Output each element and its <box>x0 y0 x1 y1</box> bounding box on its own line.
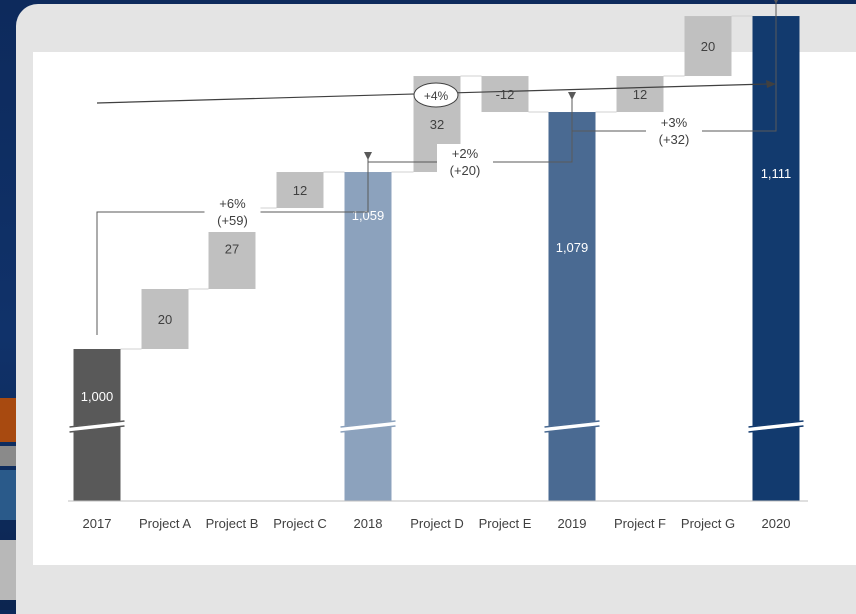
data-label-project-a: 20 <box>158 312 172 327</box>
tick-label-project-e: Project E <box>479 516 532 531</box>
bracket-arrowhead <box>364 152 372 161</box>
bracket-arrowhead <box>773 0 779 5</box>
bar-2018 <box>344 172 392 501</box>
data-label-project-f: 12 <box>633 87 647 102</box>
bracket-abs-label: (+20) <box>450 163 481 178</box>
data-label-project-e: -12 <box>496 87 515 102</box>
overall-growth-label: +4% <box>424 89 449 103</box>
bracket-arrowhead <box>568 92 576 101</box>
data-label-project-c: 12 <box>293 183 307 198</box>
tick-label-2018: 2018 <box>354 516 383 531</box>
bracket-pct-label: +2% <box>452 146 479 161</box>
bracket-label-bg <box>646 113 702 151</box>
bracket-label-bg <box>437 144 493 182</box>
data-label-2020: 1,111 <box>761 166 792 181</box>
axis-break-line <box>748 425 804 433</box>
bracket-pct-label: +6% <box>219 196 246 211</box>
bar-2019 <box>548 112 596 502</box>
overall-growth-ellipse <box>413 82 459 108</box>
axis-break-gap <box>340 420 396 432</box>
bar-project-a <box>141 289 189 349</box>
bracket-abs-label: (+32) <box>659 132 690 147</box>
axis-break-gap <box>544 420 600 432</box>
tick-label-project-b: Project B <box>206 516 259 531</box>
bracket-label-bg <box>204 194 261 232</box>
bar-project-e <box>481 76 529 113</box>
tick-label-project-a: Project A <box>139 516 191 531</box>
overall-arrowhead <box>766 80 776 88</box>
tick-label-2019: 2019 <box>558 516 587 531</box>
tick-label-2017: 2017 <box>83 516 112 531</box>
data-label-project-b: 27 <box>225 242 239 257</box>
tick-label-project-d: Project D <box>410 516 463 531</box>
axis-break-line <box>340 425 396 433</box>
axis-break-line <box>340 420 396 428</box>
axis-break-line <box>544 420 600 428</box>
data-label-2019: 1,079 <box>556 240 589 255</box>
tick-label-project-g: Project G <box>681 516 735 531</box>
bar-project-c <box>276 172 324 209</box>
axis-break-line <box>748 420 804 428</box>
bar-project-g <box>684 16 732 77</box>
axis-break-line <box>69 420 125 428</box>
tick-label-2020: 2020 <box>762 516 791 531</box>
tick-label-project-f: Project F <box>614 516 666 531</box>
data-label-project-g: 20 <box>701 39 715 54</box>
data-label-2017: 1,000 <box>81 389 114 404</box>
axis-break-gap <box>748 420 804 432</box>
bracket-abs-label: (+59) <box>217 213 248 228</box>
bracket-pct-label: +3% <box>661 115 688 130</box>
axis-break-line <box>544 425 600 433</box>
axis-break-gap <box>69 420 125 432</box>
tick-label-project-c: Project C <box>273 516 326 531</box>
bar-project-f <box>616 76 664 113</box>
data-label-project-d: 32 <box>430 117 444 132</box>
axis-break-line <box>69 425 125 433</box>
